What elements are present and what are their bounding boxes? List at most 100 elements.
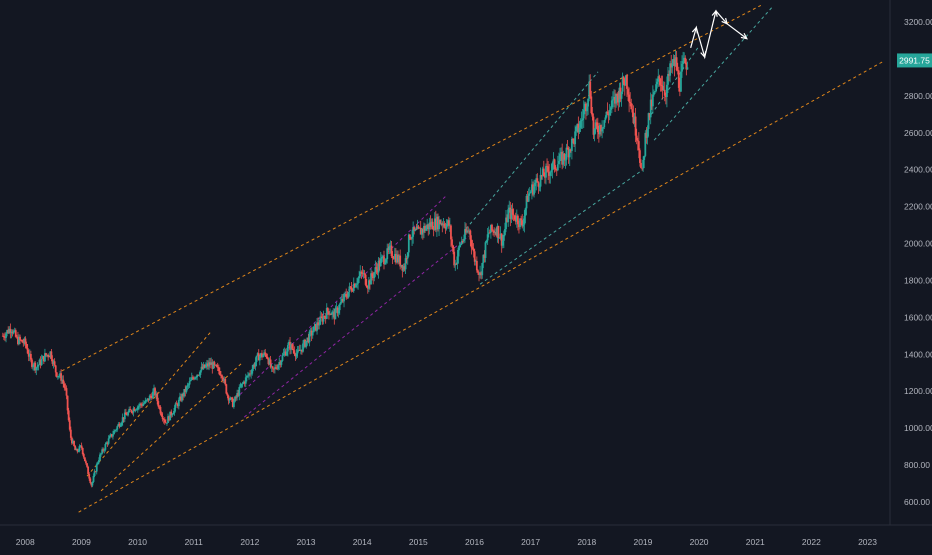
candle-body (512, 214, 515, 216)
candle-body (217, 367, 220, 372)
candle-body (209, 362, 212, 365)
candle-body (176, 403, 179, 407)
candle-body (607, 113, 610, 116)
candle-body (303, 340, 305, 344)
candle-body (277, 365, 280, 369)
candle-body (527, 193, 530, 202)
candle-body (183, 389, 186, 397)
candle-body (623, 83, 626, 86)
candle-body (13, 330, 16, 332)
candle-body (339, 302, 342, 305)
candle-body (52, 361, 55, 364)
candle-body (452, 245, 454, 252)
candle-body (488, 232, 491, 234)
candle-body (360, 271, 363, 273)
candle-body (208, 362, 210, 367)
candle-body (331, 311, 334, 315)
candle-body (412, 227, 415, 237)
candle-body (276, 368, 278, 370)
candle-body (345, 293, 348, 297)
candle-body (456, 256, 459, 265)
candle-body (407, 234, 410, 253)
y-tick-label: 2600.00 (904, 128, 932, 138)
candle-body (63, 383, 66, 388)
candle-body (548, 171, 551, 176)
candle-body (495, 232, 498, 236)
candle-body (605, 111, 608, 118)
candle-body (549, 172, 552, 176)
candle-body (137, 405, 140, 407)
candle-body (107, 438, 110, 444)
candle-body (416, 226, 419, 230)
candle-body (370, 273, 372, 285)
candle-body (329, 314, 331, 315)
channel-line (100, 363, 242, 492)
candle-body (93, 471, 96, 476)
candle-body (358, 276, 361, 279)
candle-body (402, 266, 405, 271)
candle-body (439, 219, 442, 225)
candle-body (89, 478, 92, 483)
candle-body (295, 353, 298, 357)
candle-body (391, 256, 394, 259)
candle-body (555, 169, 558, 171)
candle-body (405, 258, 408, 259)
candle-body (468, 230, 471, 232)
candle-body (182, 394, 185, 397)
candle-body (132, 408, 135, 413)
candle-body (228, 399, 231, 401)
candle-body (459, 244, 462, 246)
channel-line (650, 45, 700, 115)
candle-body (542, 168, 545, 177)
candle-body (173, 407, 176, 413)
candle-body (415, 228, 418, 230)
candle-body (69, 429, 72, 438)
candle-body (429, 222, 432, 227)
candle-body (22, 342, 25, 344)
candle-body (419, 227, 422, 235)
candle-body (466, 230, 469, 233)
candle-body (450, 225, 452, 240)
candle-body (146, 398, 149, 401)
candle-body (552, 159, 555, 163)
candle-body (448, 225, 451, 227)
candle-body (379, 258, 382, 267)
candle-body (154, 388, 156, 396)
candle-body (433, 218, 436, 231)
candle-body (81, 447, 84, 455)
candle-body (657, 76, 660, 82)
candle-body (330, 314, 332, 315)
candle-body (629, 101, 632, 104)
candle-body (312, 326, 315, 333)
candle-body (447, 220, 450, 226)
candle-body (160, 413, 163, 417)
candle-body (465, 229, 467, 233)
candle-body (660, 84, 663, 86)
candle-body (289, 341, 291, 350)
candle-body (127, 412, 129, 416)
candle-body (566, 147, 569, 150)
candle-body (377, 260, 380, 273)
candle-body (27, 353, 30, 357)
candle-body (227, 395, 230, 401)
candle-body (220, 374, 222, 376)
candle-body (661, 85, 664, 91)
candle-body (108, 436, 111, 439)
candle-body (270, 366, 273, 368)
candle-body (409, 234, 411, 239)
candle-body (575, 126, 578, 132)
candle-body (356, 283, 358, 285)
candle-body (193, 378, 195, 380)
candle-body (453, 251, 456, 266)
candle-body (349, 286, 352, 288)
candle-body (576, 123, 579, 127)
candle-body (400, 264, 403, 267)
candle-body (274, 367, 276, 369)
candle-body (385, 259, 388, 263)
candle-body (521, 220, 524, 227)
candle-body (101, 449, 104, 454)
projection-arrow-path (690, 9, 748, 60)
candle-body (610, 100, 613, 108)
plot-area (1, 4, 885, 513)
